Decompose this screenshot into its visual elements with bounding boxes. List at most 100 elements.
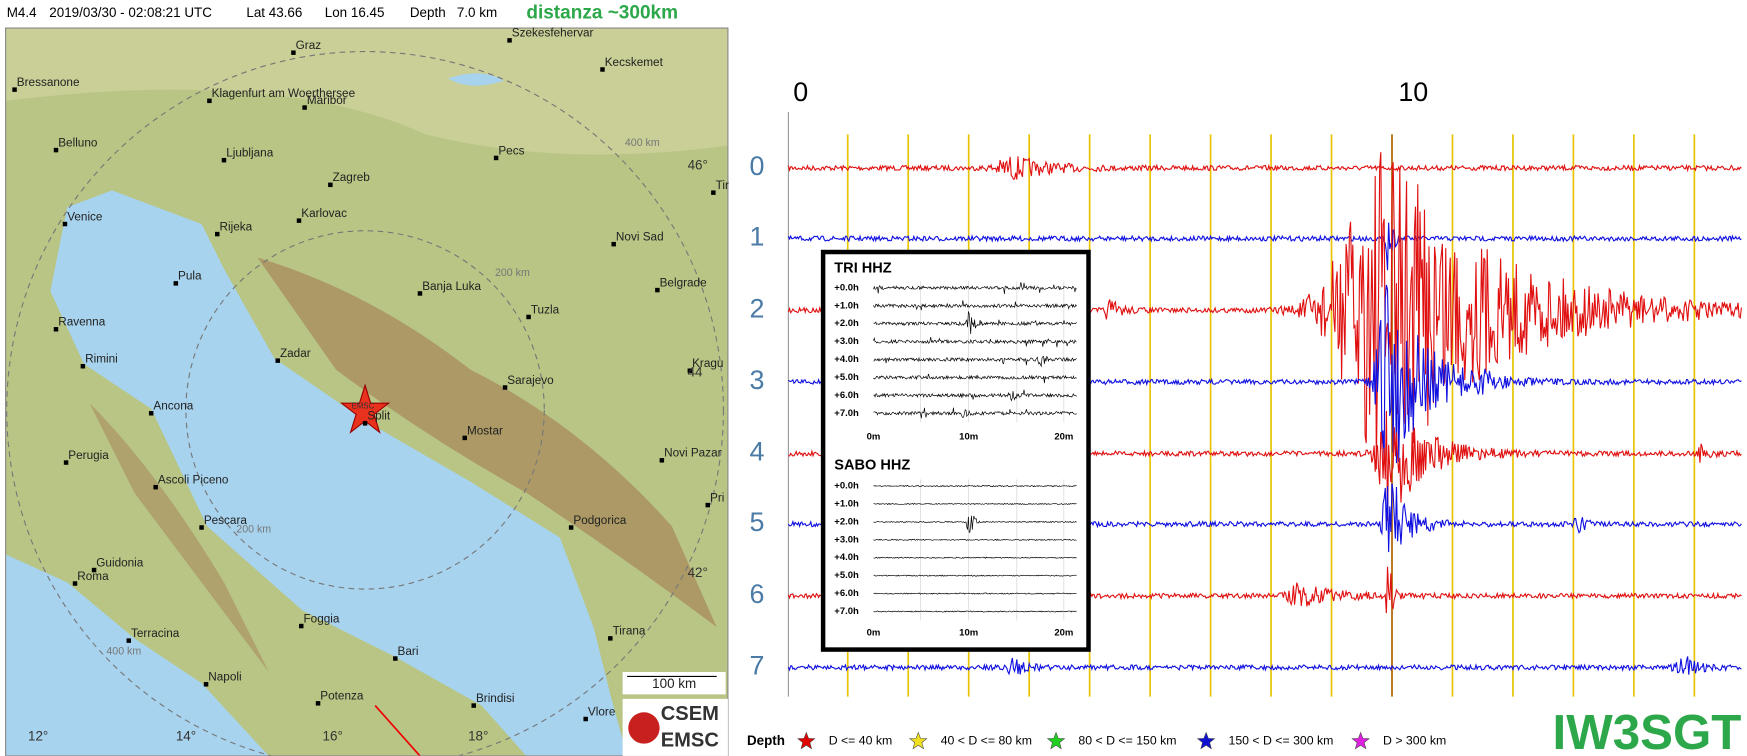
legend-item: D > 300 km xyxy=(1383,734,1446,748)
city-marker xyxy=(291,50,296,55)
inset-trace xyxy=(873,310,1077,335)
city-label: Roma xyxy=(77,570,109,583)
logo-globe xyxy=(628,712,660,744)
inset-trace xyxy=(873,592,1077,595)
inset-trace xyxy=(873,355,1077,368)
city-marker xyxy=(72,581,78,586)
ring-400 xyxy=(6,51,724,756)
city-label: Terracina xyxy=(131,627,180,640)
inset-hour: +5.0h xyxy=(834,570,859,581)
ring-label: 200 km xyxy=(236,524,271,536)
city-marker xyxy=(148,411,154,416)
header-datetime: 2019/03/30 - 02:08:21 UTC xyxy=(49,5,212,20)
apennines xyxy=(89,403,269,672)
inset-trace xyxy=(873,282,1077,294)
city-label: Tirana xyxy=(613,625,646,638)
city-label: Pri xyxy=(710,491,724,504)
city-label: Perugia xyxy=(68,449,109,462)
city-marker xyxy=(173,281,179,286)
city-marker xyxy=(296,218,302,223)
city-label: Rimini xyxy=(85,353,118,366)
inset-hour: +0.0h xyxy=(834,282,859,293)
city-marker xyxy=(493,155,499,161)
city-marker xyxy=(328,182,333,188)
inset-minute: 10m xyxy=(959,431,978,442)
city-marker xyxy=(62,221,68,227)
inset-trace xyxy=(873,407,1077,419)
callsign: IW3SGT xyxy=(1553,705,1742,756)
grid-label: 16° xyxy=(323,728,343,743)
city-marker xyxy=(687,368,693,373)
scale-label: 100 km xyxy=(652,676,696,691)
legend-item: 80 < D <= 150 km xyxy=(1078,734,1176,748)
epicenter-label: EMSC xyxy=(352,402,375,411)
city-label: Venice xyxy=(67,210,103,223)
inset-trace xyxy=(873,610,1077,613)
city-marker xyxy=(655,287,660,293)
inset-hour: +1.0h xyxy=(834,300,859,311)
city-label: Bressanone xyxy=(17,76,80,89)
city-marker xyxy=(462,435,467,441)
adriatic-sea xyxy=(50,190,628,756)
city-label: Ancona xyxy=(153,400,193,413)
city-label: Zagreb xyxy=(333,171,371,184)
city-label: Zadar xyxy=(280,347,311,360)
city-marker xyxy=(203,682,209,687)
legend-star xyxy=(909,731,928,750)
city-label: Napoli xyxy=(208,671,241,684)
inset-trace xyxy=(873,538,1077,541)
legend-title: Depth xyxy=(747,733,785,748)
city-label: Podgorica xyxy=(573,514,626,527)
header-distance: distanza ~300km xyxy=(526,3,678,24)
city-marker xyxy=(53,147,59,153)
ring-label: 400 km xyxy=(625,137,660,149)
city-marker xyxy=(126,638,132,643)
city-marker xyxy=(393,656,398,661)
city-label: Split xyxy=(367,410,391,423)
inset-minute: 0m xyxy=(867,627,881,638)
city-marker xyxy=(583,716,588,722)
inset-hour: +2.0h xyxy=(834,516,859,527)
inset-hour: +1.0h xyxy=(834,499,859,510)
city-label: Brindisi xyxy=(476,692,515,705)
inset-minute: 20m xyxy=(1054,627,1073,638)
city-marker xyxy=(659,458,665,463)
hour-row-label: 7 xyxy=(750,651,765,681)
city-label: Ravenna xyxy=(58,316,105,329)
city-label: Pula xyxy=(178,270,202,283)
city-marker xyxy=(507,38,512,43)
city-marker xyxy=(608,636,613,641)
inset-title: SABO HHZ xyxy=(834,458,910,474)
inset-hour: +0.0h xyxy=(834,481,859,492)
city-label: Novi Sad xyxy=(616,231,664,244)
city-label: Belluno xyxy=(58,136,98,149)
scale-box xyxy=(622,671,726,695)
city-marker xyxy=(221,157,227,163)
city-marker xyxy=(417,291,423,296)
logo-text: CSEM xyxy=(661,703,719,725)
city-marker xyxy=(705,502,710,508)
ring-label: 200 km xyxy=(495,267,530,279)
city-marker xyxy=(199,525,204,530)
city-label: Foggia xyxy=(303,612,339,625)
city-marker xyxy=(711,190,716,195)
hour-row-label: 1 xyxy=(750,222,765,252)
city-marker xyxy=(53,327,59,332)
inset-trace xyxy=(873,556,1077,559)
lake xyxy=(447,73,504,86)
inset-hour: +2.0h xyxy=(834,318,859,329)
inset-trace xyxy=(873,336,1077,348)
trace xyxy=(787,156,1742,181)
city-marker xyxy=(502,385,508,390)
city-label: Ljubljana xyxy=(226,147,274,160)
hour-row-label: 2 xyxy=(750,293,765,323)
city-label: Kecskemet xyxy=(605,56,664,69)
tyrrhenian-sea xyxy=(5,554,269,756)
fault-line xyxy=(374,705,421,756)
city-label: Tuzla xyxy=(531,303,560,316)
minute-label: 0 xyxy=(793,77,808,107)
city-label: Graz xyxy=(296,39,322,52)
city-marker xyxy=(302,105,307,110)
inset-trace xyxy=(873,373,1077,384)
